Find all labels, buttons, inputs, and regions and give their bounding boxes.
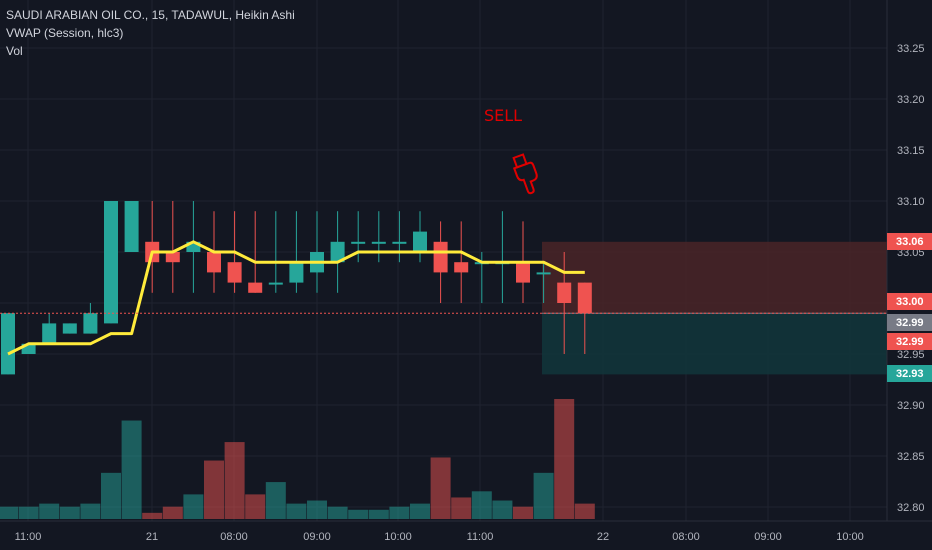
candle-body xyxy=(248,282,263,293)
time-tick-label: 08:00 xyxy=(220,531,248,543)
candle-body xyxy=(454,262,469,273)
price-tick-label: 33.15 xyxy=(897,145,925,157)
time-tick-label: 08:00 xyxy=(672,531,700,543)
volume-bar xyxy=(533,472,554,519)
volume-bar xyxy=(513,506,533,519)
volume-bar xyxy=(368,509,389,519)
price-tick-label: 32.90 xyxy=(897,400,925,412)
price-tick-label: 32.85 xyxy=(897,451,925,463)
candle-body xyxy=(351,241,366,244)
volume-bar xyxy=(348,509,369,519)
volume-bar xyxy=(162,506,183,519)
price-label-text: 32.99 xyxy=(896,317,924,329)
time-tick-label: 09:00 xyxy=(303,531,331,543)
candle-body xyxy=(186,241,201,252)
candle-body xyxy=(227,262,242,283)
candle-body xyxy=(577,282,592,314)
candle-body xyxy=(268,282,283,285)
candle-body xyxy=(21,343,36,354)
vwap-line xyxy=(7,240,585,356)
candle-body xyxy=(165,252,180,263)
volume-bar xyxy=(307,500,327,519)
price-tick-label: 32.95 xyxy=(897,349,925,361)
candle-body xyxy=(557,282,572,303)
price-tick-label: 33.25 xyxy=(897,43,925,55)
time-axis[interactable] xyxy=(0,521,887,550)
volume-bar xyxy=(554,399,575,519)
price-label-badge xyxy=(887,293,932,310)
price-tick-label: 33.20 xyxy=(897,94,925,106)
risk-reward-zones[interactable] xyxy=(542,241,887,375)
volume-bar xyxy=(101,472,121,519)
volume-bar xyxy=(327,506,348,519)
time-axis-ticks: 11:00 21 08:00 09:00 10:00 11:00 22 08:00 09:00 1… xyxy=(15,531,864,543)
volume-indicator-label[interactable]: Vol xyxy=(6,44,23,58)
price-label-badge xyxy=(887,314,932,331)
price-label-text: 32.93 xyxy=(896,368,924,380)
time-tick-label: 11:00 xyxy=(15,531,42,543)
sell-annotation: SELL xyxy=(484,106,522,125)
price-labels: 33.06 33.00 32.99 32.99 32.93 xyxy=(887,233,932,382)
candle-body xyxy=(413,231,427,252)
price-label-text: 33.00 xyxy=(896,296,924,308)
volume-bar xyxy=(430,457,451,519)
candle-body xyxy=(516,262,530,283)
take-profit-zone[interactable] xyxy=(542,313,887,375)
candle-body xyxy=(207,252,221,273)
candle-body xyxy=(1,313,15,375)
volume-bar xyxy=(39,503,60,519)
price-tick-label: 32.80 xyxy=(897,502,925,514)
volume-bar xyxy=(265,482,286,519)
time-tick-label: 10:00 xyxy=(384,531,412,543)
price-label-badge xyxy=(887,233,932,250)
volume-bar xyxy=(204,460,224,519)
volume-bar xyxy=(410,503,430,519)
stop-loss-zone[interactable] xyxy=(542,241,887,314)
volume-bar xyxy=(224,442,245,519)
time-tick-label: 11:00 xyxy=(467,531,494,543)
volume-bar xyxy=(183,494,204,519)
volume-bar xyxy=(245,494,266,519)
time-tick-label: 21 xyxy=(146,531,158,543)
candle-body xyxy=(83,313,98,334)
volume-bar xyxy=(59,506,80,519)
volume-bar xyxy=(121,420,142,519)
price-label-text: 32.99 xyxy=(896,336,924,348)
time-tick-label: 10:00 xyxy=(836,531,864,543)
price-axis[interactable] xyxy=(887,0,932,521)
price-label-badge xyxy=(887,365,932,382)
volume-bar xyxy=(80,503,101,519)
volume-bar xyxy=(574,503,595,519)
price-label-badge xyxy=(887,333,932,350)
volume-bar xyxy=(389,506,410,519)
candle-body xyxy=(104,201,118,324)
volume-bar xyxy=(142,512,163,519)
candle-body xyxy=(371,241,386,244)
volume-bar xyxy=(0,506,18,519)
candle-body xyxy=(289,262,304,283)
candle-body xyxy=(433,241,448,273)
candle-body xyxy=(62,323,77,334)
candle-body xyxy=(42,323,57,344)
vwap-indicator-label[interactable]: VWAP (Session, hlc3) xyxy=(6,26,124,40)
candle-body xyxy=(536,272,551,275)
candle-body xyxy=(124,201,139,252)
price-tick-label: 33.10 xyxy=(897,196,925,208)
volume-bar xyxy=(286,503,307,519)
candle-body xyxy=(392,241,407,244)
price-label-text: 33.06 xyxy=(896,236,924,248)
symbol-title[interactable]: SAUDI ARABIAN OIL CO., 15, TADAWUL, Heik… xyxy=(6,8,295,22)
volume-bar xyxy=(471,491,492,519)
time-tick-label: 09:00 xyxy=(754,531,782,543)
volume-bar xyxy=(18,506,39,519)
volume-bar xyxy=(492,500,513,519)
candle-body xyxy=(330,241,345,263)
time-tick-label: 22 xyxy=(597,531,609,543)
pointing-hand-down-icon xyxy=(512,153,538,195)
candlesticks xyxy=(1,201,592,375)
chart-legend: SAUDI ARABIAN OIL CO., 15, TADAWUL, Heik… xyxy=(6,6,295,60)
volume-bar xyxy=(451,497,472,519)
volume-bars xyxy=(0,399,595,519)
